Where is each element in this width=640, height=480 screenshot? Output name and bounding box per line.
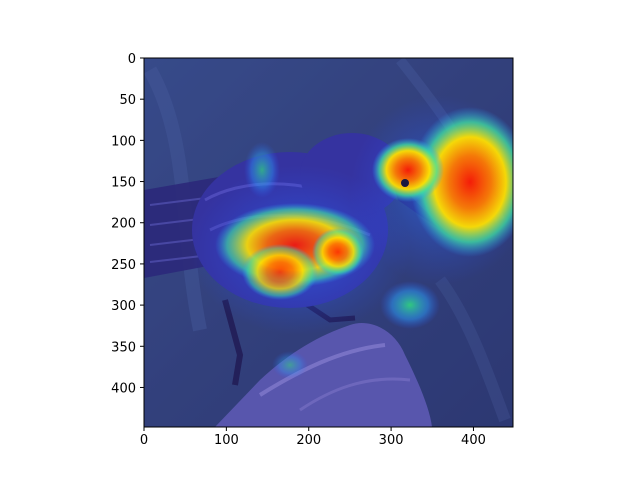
y-tick-label: 400: [111, 381, 136, 396]
y-tick-label: 350: [111, 340, 136, 355]
y-tick-label: 300: [111, 299, 136, 314]
bird-eye: [401, 179, 409, 187]
branch: [215, 323, 432, 427]
y-tick-label: 50: [119, 93, 136, 108]
y-axis: 0 50 100 150 200 250 300 350 400: [111, 52, 144, 396]
y-tick-label: 200: [111, 217, 136, 232]
heat-region-beak: [410, 107, 513, 257]
plot-frame: [143, 57, 514, 428]
x-tick-label: 300: [379, 433, 404, 448]
x-tick-label: 400: [461, 433, 486, 448]
x-tick-label: 200: [296, 433, 321, 448]
y-tick-label: 150: [111, 176, 136, 191]
y-tick-label: 100: [111, 134, 136, 149]
y-tick-label: 0: [128, 52, 136, 67]
heat-region-eye: [372, 138, 444, 202]
heatmap-image: [144, 58, 513, 427]
x-tick-label: 0: [140, 433, 148, 448]
x-axis: 0 100 200 300 400: [140, 427, 486, 448]
y-tick-label: 250: [111, 258, 136, 273]
x-tick-label: 100: [214, 433, 239, 448]
heat-region-low: [380, 281, 440, 329]
